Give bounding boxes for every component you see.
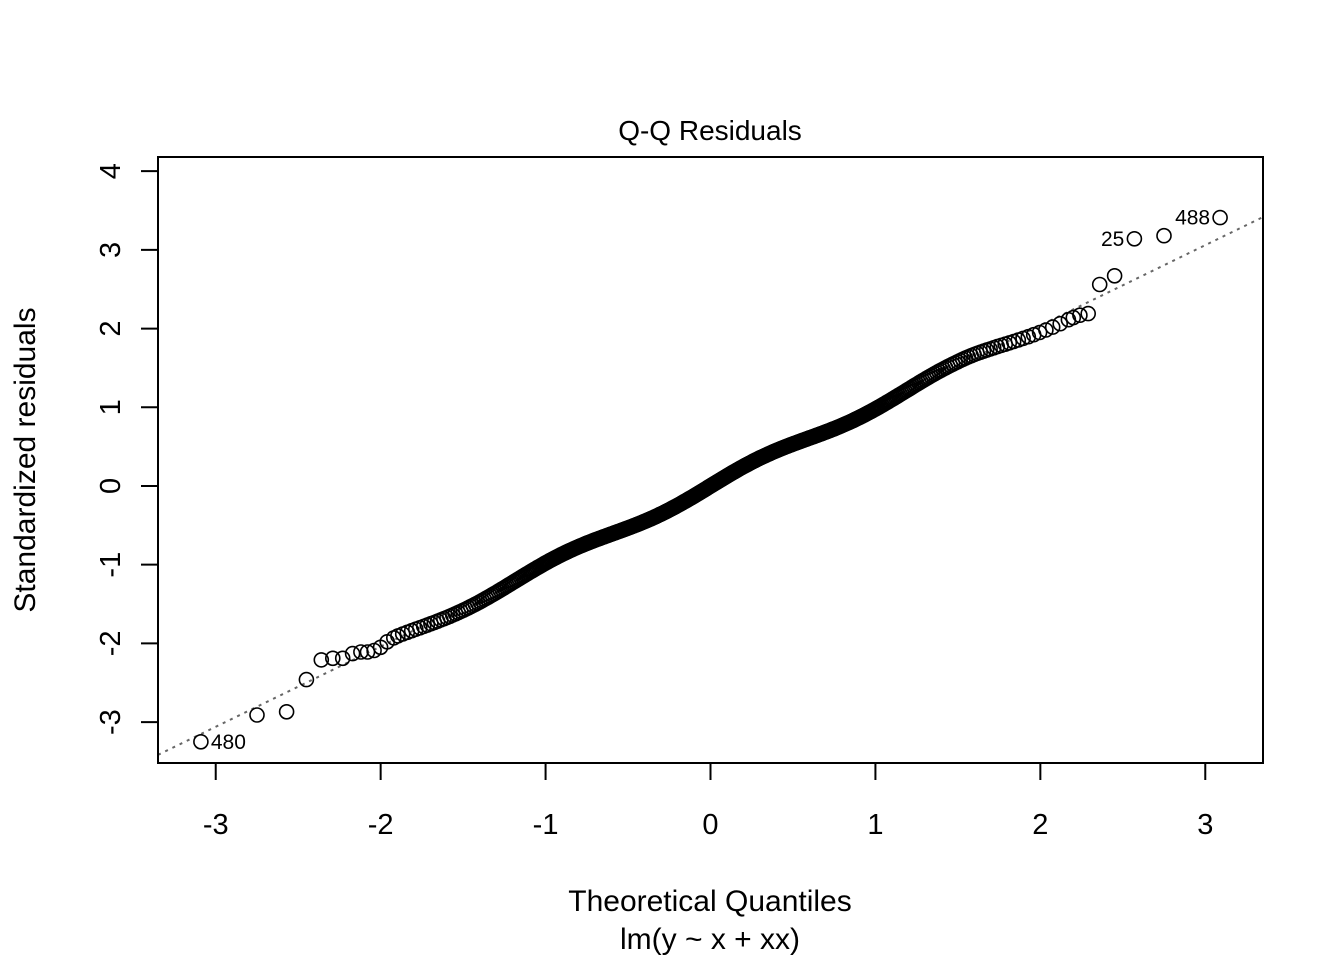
data-point [385,630,402,646]
data-point [278,703,295,720]
data-point [1072,307,1088,324]
point-labels: 480 25 488 [211,207,1210,754]
data-point [1212,209,1228,226]
plot-frame [157,156,1264,764]
y-tick-label: 0 [95,478,127,494]
data-point [1126,231,1143,247]
data-points [193,209,1228,750]
data-point [1065,309,1082,326]
data-point [1080,305,1096,322]
y-tick-label: 4 [95,163,127,179]
point-label: 480 [211,731,246,754]
data-point [313,652,330,668]
data-point [324,650,341,667]
data-point [1106,267,1123,284]
x-tick-label: 1 [867,809,883,841]
data-point [334,650,351,667]
y-tick-label: -1 [95,552,127,578]
data-point [193,733,209,750]
x-axis: -3 -2 -1 0 1 2 3 [203,762,1213,841]
data-point [1156,227,1172,244]
point-label: 25 [1101,228,1124,251]
y-tick-label: 2 [95,320,127,336]
y-axis-label: Standardized residuals [9,307,42,612]
x-tick-label: -3 [203,809,229,841]
y-tick-label: 3 [95,242,127,258]
data-point [298,671,315,688]
reference-line [157,216,1264,756]
x-axis-subtitle: lm(y ~ x + xx) [620,923,800,956]
x-tick-label: -1 [533,809,559,841]
y-tick-label: 1 [95,399,127,415]
data-point [1044,319,1061,335]
x-tick-label: 3 [1197,809,1213,841]
x-axis-label: Theoretical Quantiles [568,885,851,918]
x-tick-label: 0 [702,809,718,841]
y-axis: -3 -2 -1 0 1 2 3 4 [95,163,159,735]
point-label: 488 [1175,207,1210,230]
data-point [1038,322,1054,338]
data-point [344,645,361,662]
y-tick-label: -3 [95,709,127,735]
data-point [249,707,265,723]
x-tick-label: 2 [1032,809,1048,841]
data-point [1052,315,1068,332]
x-tick-label: -2 [368,809,394,841]
y-tick-label: -2 [95,630,127,656]
data-point [1091,276,1108,293]
chart-title: Q-Q Residuals [618,115,802,146]
